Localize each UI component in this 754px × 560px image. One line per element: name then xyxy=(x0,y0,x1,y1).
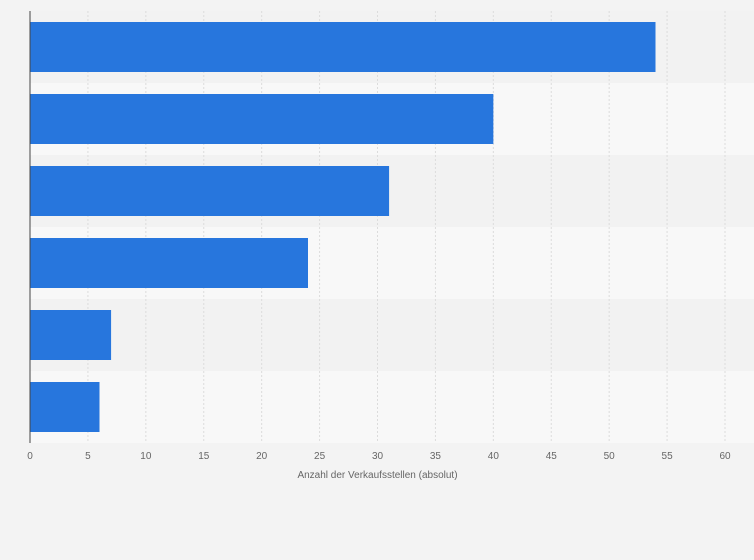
x-tick-label: 0 xyxy=(27,451,33,462)
x-tick-label: 40 xyxy=(488,451,500,462)
x-tick-label: 50 xyxy=(604,451,616,462)
x-tick-label: 20 xyxy=(256,451,268,462)
row-bands xyxy=(30,11,754,443)
x-tick-label: 45 xyxy=(546,451,558,462)
x-tick-label: 60 xyxy=(719,451,731,462)
row-band xyxy=(30,299,754,371)
x-tick-label: 55 xyxy=(662,451,674,462)
bars xyxy=(30,22,656,432)
x-tick-label: 35 xyxy=(430,451,442,462)
x-axis-title: Anzahl der Verkaufsstellen (absolut) xyxy=(297,470,457,481)
x-tick-label: 25 xyxy=(314,451,326,462)
x-axis-ticks: 0 5 10 15 20 25 30 35 40 45 50 55 60 xyxy=(27,451,731,462)
row-band xyxy=(30,371,754,443)
bar xyxy=(30,166,390,216)
x-tick-label: 10 xyxy=(140,451,152,462)
x-tick-label: 5 xyxy=(85,451,91,462)
bar xyxy=(30,94,494,144)
x-tick-label: 15 xyxy=(198,451,210,462)
bar xyxy=(30,238,308,288)
bar xyxy=(30,22,656,72)
bar xyxy=(30,382,100,432)
x-tick-label: 30 xyxy=(372,451,384,462)
bar xyxy=(30,310,112,360)
